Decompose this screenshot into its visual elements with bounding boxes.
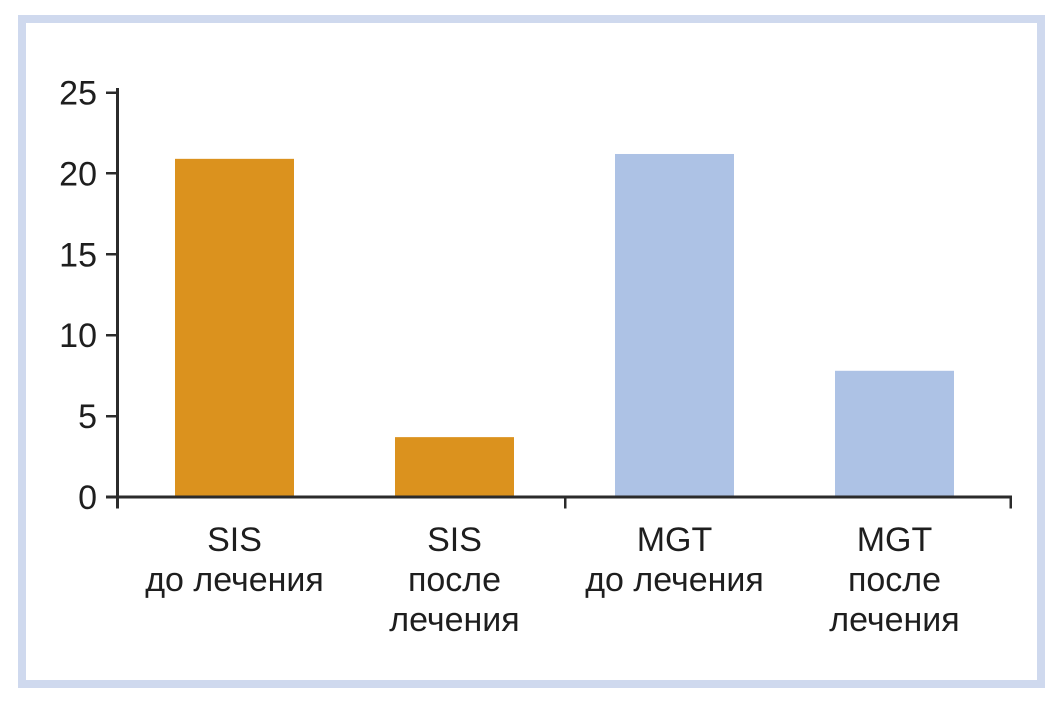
x-category-label-line: после [848, 561, 941, 599]
x-category-label-line: лечения [389, 601, 519, 639]
x-category-label-line: лечения [829, 601, 959, 639]
x-category-label-line: до лечения [585, 561, 764, 599]
x-category-label-line: MGT [637, 521, 713, 559]
y-tick-label: 20 [59, 155, 97, 193]
x-category-label-line: MGT [857, 521, 933, 559]
x-category-label-line: SIS [207, 521, 262, 559]
bar-mgt-before [615, 153, 734, 497]
x-category-label-line: после [408, 561, 501, 599]
x-category-label-mgt-after: MGT после лечения [829, 521, 959, 639]
y-tick-label: 5 [78, 398, 97, 436]
bar-mgt-after [835, 370, 954, 497]
bar-sis-before [175, 158, 294, 497]
x-category-label-line: до лечения [145, 561, 324, 599]
y-tick-label: 10 [59, 317, 97, 355]
y-tick-label: 25 [59, 75, 97, 113]
x-category-label-line: SIS [427, 521, 482, 559]
x-category-label-sis-after: SIS после лечения [389, 521, 519, 639]
bar-sis-after [395, 437, 514, 497]
y-tick-label: 0 [78, 479, 97, 517]
x-category-label-sis-before: SIS до лечения [145, 521, 324, 599]
y-tick-label: 15 [59, 236, 97, 274]
x-category-label-mgt-before: MGT до лечения [585, 521, 764, 599]
